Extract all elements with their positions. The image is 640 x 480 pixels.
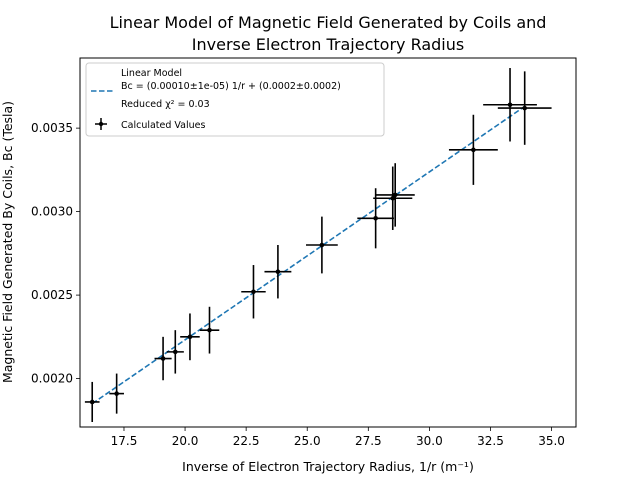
data-point-4 — [180, 313, 200, 361]
x-tick-label: 22.5 — [233, 434, 260, 448]
data-point-1 — [109, 373, 124, 414]
plot-area — [84, 68, 552, 422]
x-tick-label: 27.5 — [355, 434, 382, 448]
y-tick-label: 0.0020 — [31, 372, 73, 386]
data-point-7 — [264, 245, 292, 299]
data-point-5 — [199, 306, 220, 354]
legend: Linear Model Bc = (0.00010±1e-05) 1/r + … — [85, 62, 385, 137]
data-marker — [275, 269, 281, 275]
y-tick-label: 0.0030 — [31, 205, 73, 219]
x-tick-label: 30.0 — [416, 434, 443, 448]
legend-box — [85, 62, 385, 137]
data-marker — [373, 215, 378, 221]
data-point-13 — [483, 68, 537, 142]
data-point-2 — [154, 336, 172, 381]
y-axis-label: Magnetic Field Generated By Coils, Bc (T… — [0, 101, 15, 383]
legend-model-title: Linear Model — [121, 68, 182, 79]
data-marker — [251, 289, 256, 295]
y-tick-label: 0.0025 — [31, 288, 73, 302]
fit-line — [91, 105, 526, 405]
legend-model-equation: Bc = (0.00010±1e-05) 1/r + (0.0002±0.000… — [121, 81, 341, 92]
data-point-3 — [166, 330, 184, 374]
x-tick-label: 35.0 — [538, 434, 565, 448]
y-tick-label: 0.0035 — [31, 121, 73, 135]
data-point-14 — [497, 71, 552, 145]
x-tick-label: 17.5 — [111, 434, 138, 448]
data-marker — [160, 356, 166, 361]
chart-title-line-2: Inverse Electron Trajectory Radius — [192, 35, 464, 54]
legend-errorbar-swatch — [95, 118, 107, 130]
x-tick-label: 20.0 — [172, 434, 199, 448]
x-tick-label: 25.0 — [294, 434, 321, 448]
data-marker — [172, 349, 178, 355]
data-marker — [507, 102, 513, 108]
data-point-10 — [373, 166, 413, 230]
x-tick-label: 32.5 — [477, 434, 504, 448]
axes-frame — [79, 57, 577, 428]
data-marker — [207, 327, 212, 333]
data-point-11 — [375, 163, 415, 227]
x-axis-label: Inverse of Electron Trajectory Radius, 1… — [182, 459, 474, 474]
data-marker — [390, 195, 396, 201]
data-point-6 — [241, 265, 266, 319]
data-marker — [392, 192, 398, 198]
chart-title-line-1: Linear Model of Magnetic Field Generated… — [110, 13, 547, 32]
data-marker — [114, 391, 119, 396]
data-point-12 — [448, 114, 498, 185]
data-marker — [471, 147, 476, 153]
data-marker — [89, 399, 95, 405]
data-point-8 — [306, 216, 338, 274]
data-marker — [522, 105, 527, 111]
legend-model-chi: Reduced χ² = 0.03 — [121, 99, 210, 110]
data-marker — [187, 334, 193, 340]
data-point-0 — [84, 381, 100, 422]
data-marker — [319, 242, 325, 248]
legend-points-label: Calculated Values — [121, 120, 206, 131]
axis-ticks: 17.5 20.0 22.5 25.0 27.5 30.0 32.5 35.0 0.0020 0.… — [31, 121, 565, 448]
